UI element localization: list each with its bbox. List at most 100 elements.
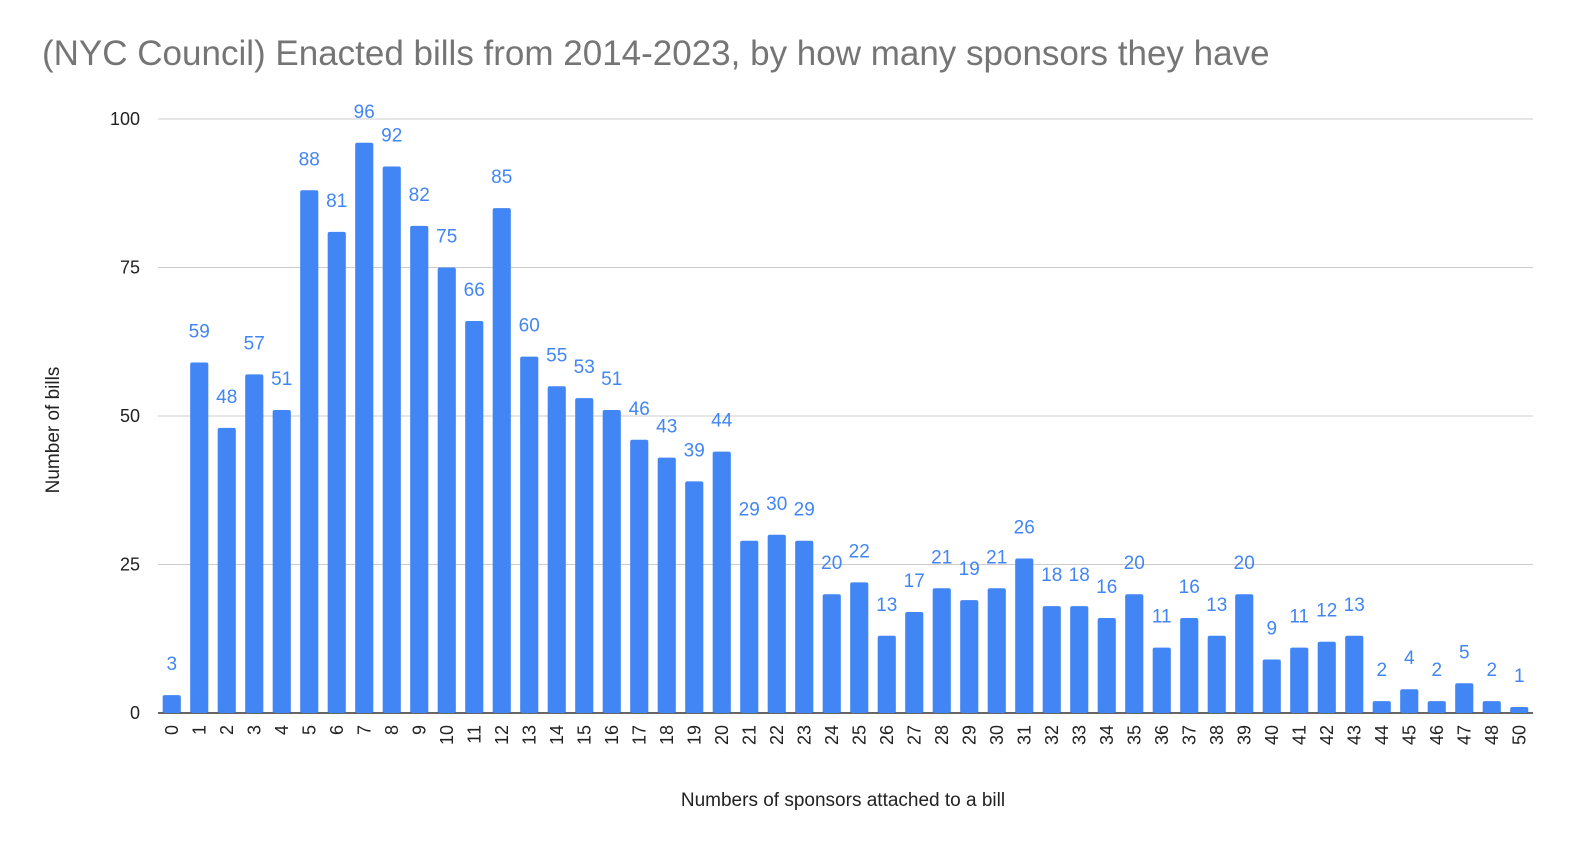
data-label: 16 xyxy=(1096,577,1117,598)
data-label: 92 xyxy=(381,126,402,147)
data-label: 85 xyxy=(491,167,512,188)
bar xyxy=(685,481,704,713)
x-tick-label: 20 xyxy=(712,725,732,745)
bar xyxy=(1400,689,1419,713)
x-tick-label: 50 xyxy=(1509,725,1529,745)
bar xyxy=(190,362,209,713)
y-axis-title: Number of bills xyxy=(43,367,64,494)
x-tick-label: 32 xyxy=(1042,725,1062,745)
bar xyxy=(905,612,924,713)
bar xyxy=(1427,701,1446,713)
data-label: 19 xyxy=(959,559,980,580)
bar xyxy=(740,540,759,713)
data-label: 51 xyxy=(271,369,292,390)
x-tick-label: 45 xyxy=(1399,725,1419,745)
x-tick-label: 30 xyxy=(987,725,1007,745)
y-tick-label: 100 xyxy=(110,109,140,129)
data-label: 88 xyxy=(299,149,320,170)
x-tick-label: 4 xyxy=(272,725,292,735)
x-tick-label: 48 xyxy=(1482,725,1502,745)
x-tick-label: 27 xyxy=(904,725,924,745)
data-label: 46 xyxy=(629,399,650,420)
data-label: 21 xyxy=(986,547,1007,568)
data-label: 13 xyxy=(1344,595,1365,616)
bar xyxy=(1097,617,1116,713)
data-label: 13 xyxy=(876,595,897,616)
data-label: 3 xyxy=(166,654,177,675)
data-label: 17 xyxy=(904,571,925,592)
bar xyxy=(1317,641,1336,713)
x-tick-label: 2 xyxy=(217,725,237,735)
bar xyxy=(520,356,539,713)
x-tick-label: 10 xyxy=(437,725,457,745)
bar xyxy=(217,427,236,713)
bar xyxy=(1262,659,1281,713)
bar xyxy=(1152,647,1171,713)
bar xyxy=(1235,594,1254,713)
x-tick-label: 33 xyxy=(1069,725,1089,745)
data-label: 2 xyxy=(1486,660,1497,681)
data-label: 9 xyxy=(1266,619,1277,640)
bar xyxy=(1070,606,1089,713)
y-tick-label: 75 xyxy=(120,258,140,278)
data-label: 81 xyxy=(326,191,347,212)
data-label: 22 xyxy=(849,541,870,562)
data-label: 43 xyxy=(656,417,677,438)
x-tick-label: 22 xyxy=(767,725,787,745)
data-label: 21 xyxy=(931,547,952,568)
bar xyxy=(382,166,401,713)
bar xyxy=(960,600,979,713)
x-tick-label: 29 xyxy=(959,725,979,745)
bar xyxy=(657,457,676,713)
bar xyxy=(327,231,346,714)
data-label: 18 xyxy=(1069,565,1090,586)
data-label: 53 xyxy=(574,357,595,378)
x-tick-label: 7 xyxy=(354,725,374,735)
x-tick-label: 40 xyxy=(1262,725,1282,745)
data-label: 2 xyxy=(1376,660,1387,681)
bar xyxy=(1482,701,1501,713)
bar xyxy=(465,320,484,713)
data-label: 20 xyxy=(1234,553,1255,574)
data-label: 13 xyxy=(1206,595,1227,616)
data-label: 48 xyxy=(216,387,237,408)
x-tick-label: 35 xyxy=(1124,725,1144,745)
x-tick-label: 43 xyxy=(1344,725,1364,745)
x-tick-label: 23 xyxy=(794,725,814,745)
x-tick-label: 12 xyxy=(492,725,512,745)
x-tick-label: 38 xyxy=(1207,725,1227,745)
data-label: 11 xyxy=(1289,607,1309,628)
x-tick-label: 9 xyxy=(409,725,429,735)
bar xyxy=(410,225,429,714)
x-tick-label: 42 xyxy=(1317,725,1337,745)
x-tick-label: 13 xyxy=(519,725,539,745)
x-tick-label: 14 xyxy=(547,725,567,745)
x-tick-label: 26 xyxy=(877,725,897,745)
y-tick-label: 50 xyxy=(120,406,140,426)
x-tick-label: 34 xyxy=(1097,725,1117,745)
data-label: 44 xyxy=(711,411,733,432)
bar xyxy=(1345,635,1364,713)
x-tick-label: 19 xyxy=(684,725,704,745)
x-tick-label: 6 xyxy=(327,725,347,735)
data-label: 66 xyxy=(464,280,485,301)
data-label: 4 xyxy=(1404,648,1415,669)
bar xyxy=(767,534,786,713)
data-label: 96 xyxy=(354,102,375,123)
data-label: 1 xyxy=(1514,666,1525,687)
bar xyxy=(162,695,181,713)
y-tick-label: 25 xyxy=(120,555,140,575)
bar xyxy=(850,582,869,713)
x-tick-label: 36 xyxy=(1152,725,1172,745)
bar xyxy=(877,635,896,713)
x-tick-label: 31 xyxy=(1014,725,1034,745)
data-labels-layer: 3594857518881969282756685605553514643394… xyxy=(166,102,1524,687)
x-tick-label: 39 xyxy=(1234,725,1254,745)
bar xyxy=(575,398,594,713)
bar xyxy=(1455,683,1474,713)
bar xyxy=(795,540,814,713)
data-label: 29 xyxy=(739,500,760,521)
bar xyxy=(712,451,731,713)
